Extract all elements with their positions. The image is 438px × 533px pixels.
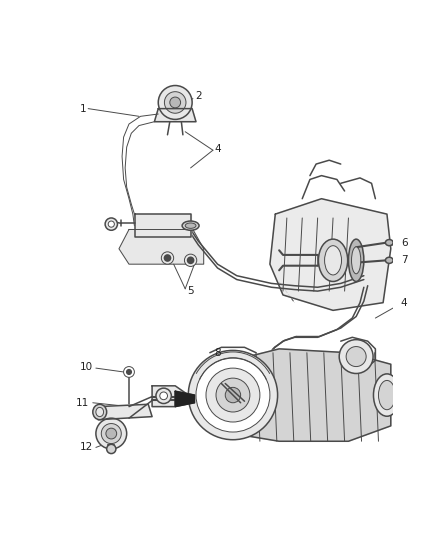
Text: 12: 12: [80, 442, 93, 453]
Text: 2: 2: [195, 91, 201, 101]
Text: 8: 8: [214, 348, 221, 358]
Circle shape: [196, 358, 270, 432]
Polygon shape: [152, 386, 191, 407]
Ellipse shape: [185, 223, 196, 228]
Circle shape: [206, 368, 260, 422]
Polygon shape: [155, 109, 196, 122]
Circle shape: [184, 254, 197, 266]
Circle shape: [339, 340, 373, 374]
Circle shape: [105, 218, 117, 230]
Circle shape: [164, 254, 171, 262]
Ellipse shape: [318, 239, 348, 281]
Polygon shape: [119, 230, 204, 264]
Ellipse shape: [96, 407, 103, 417]
Text: 11: 11: [76, 398, 89, 408]
Ellipse shape: [349, 239, 364, 281]
Circle shape: [101, 424, 121, 443]
Ellipse shape: [93, 405, 107, 419]
Circle shape: [160, 392, 167, 400]
Polygon shape: [175, 391, 194, 407]
Text: 5: 5: [187, 286, 194, 296]
Circle shape: [158, 85, 192, 119]
Circle shape: [161, 252, 173, 264]
Ellipse shape: [385, 257, 393, 263]
Circle shape: [170, 97, 180, 108]
Text: 4: 4: [401, 297, 407, 308]
Text: 1: 1: [79, 103, 86, 114]
Polygon shape: [98, 405, 152, 419]
Ellipse shape: [352, 247, 361, 274]
Polygon shape: [233, 349, 391, 441]
Ellipse shape: [385, 239, 393, 246]
Ellipse shape: [378, 381, 396, 410]
Ellipse shape: [325, 246, 342, 275]
Circle shape: [108, 221, 114, 227]
Circle shape: [106, 428, 117, 439]
Text: 4: 4: [214, 144, 221, 154]
Circle shape: [346, 346, 366, 367]
Circle shape: [187, 256, 194, 264]
Circle shape: [188, 350, 278, 440]
Circle shape: [107, 445, 116, 454]
Text: 7: 7: [401, 255, 407, 265]
Circle shape: [225, 387, 240, 403]
Circle shape: [216, 378, 250, 412]
Circle shape: [124, 367, 134, 377]
Text: 10: 10: [80, 361, 93, 372]
Circle shape: [156, 388, 171, 403]
Ellipse shape: [374, 374, 400, 416]
Polygon shape: [135, 214, 191, 237]
Circle shape: [126, 369, 132, 375]
Circle shape: [164, 92, 186, 113]
Ellipse shape: [182, 221, 199, 230]
Text: 6: 6: [401, 238, 407, 248]
Circle shape: [96, 418, 127, 449]
Polygon shape: [270, 199, 391, 310]
